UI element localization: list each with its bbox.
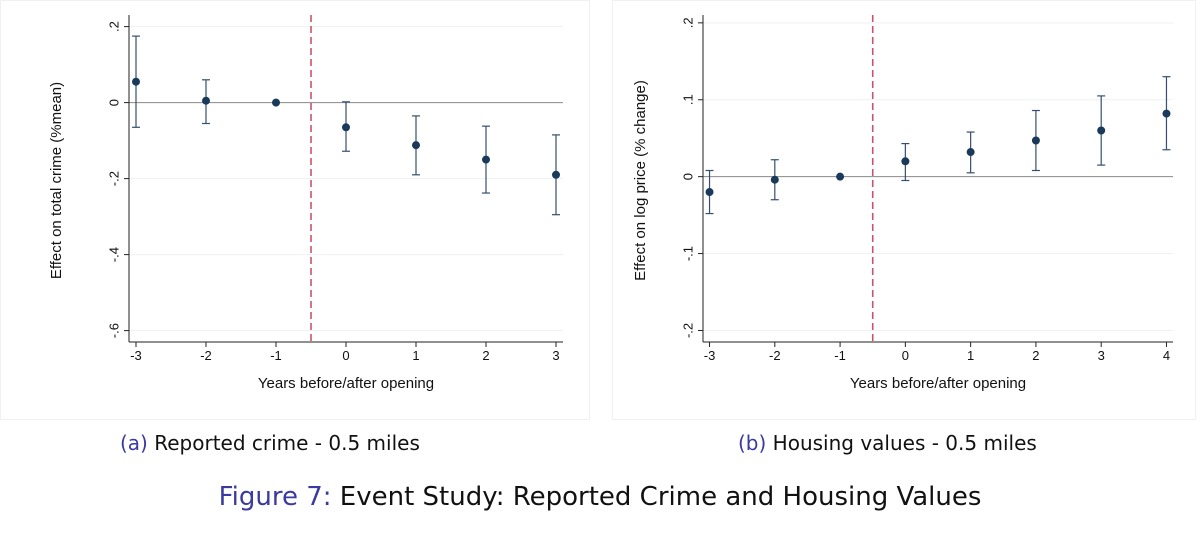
chart-b-point (901, 157, 910, 166)
chart-b-point (836, 172, 845, 181)
chart-a-x-tick-label: 1 (412, 348, 419, 363)
chart-b-point (770, 175, 779, 184)
chart-b-y-tick-label: 0 (680, 173, 695, 180)
subcaption-b-text: Housing values - 0.5 miles (772, 431, 1037, 455)
chart-b-point (705, 188, 714, 197)
chart-a-x-tick-label: 2 (482, 348, 489, 363)
chart-a-plot: .2 0 -.2 -.4 -.6 -3 -2 -1 0 1 2 3 Years before/after… (48, 15, 563, 392)
chart-a-point (132, 77, 140, 86)
chart-b-point (966, 148, 975, 157)
chart-b-x-tick-label: 0 (902, 348, 909, 363)
chart-a-y-axis-title: Effect on total crime (%mean) (48, 82, 65, 279)
subcaption-a-tag: (a) (120, 431, 148, 455)
chart-a-point (482, 155, 490, 164)
subcaption-a-text: Reported crime - 0.5 miles (154, 431, 420, 455)
figure-caption-tag: Figure 7: (218, 482, 332, 512)
chart-a-point (552, 170, 560, 179)
chart-a-x-axis-title: Years before/after opening (258, 375, 434, 392)
chart-b-x-axis-title: Years before/after opening (850, 375, 1026, 392)
chart-a-x-tick-label: 3 (552, 348, 559, 363)
chart-b-x-tick-label: -3 (704, 348, 716, 363)
figure-caption-text: Event Study: Reported Crime and Housing … (339, 482, 982, 512)
chart-b-point (1031, 136, 1040, 145)
subcaption-a: (a) Reported crime - 0.5 miles (120, 431, 420, 455)
chart-a-y-tick-label: .2 (106, 21, 121, 32)
chart-a-y-tick-label: -.4 (106, 247, 121, 262)
chart-a-point (272, 98, 280, 107)
chart-b-y-tick-label: .2 (680, 17, 695, 28)
chart-b-point (1097, 126, 1106, 135)
chart-b-plot: .2 .1 0 -.1 -.2 -3 -2 -1 0 1 2 3 4 Years before/after… (632, 15, 1173, 392)
chart-b-y-tick-label: -.1 (680, 246, 695, 261)
chart-a-point (202, 96, 210, 105)
chart-a-y-tick-label: 0 (106, 99, 121, 106)
subcaption-b: (b) Housing values - 0.5 miles (738, 431, 1037, 455)
chart-b-x-tick-label: 1 (967, 348, 974, 363)
chart-panel-a: .2 0 -.2 -.4 -.6 -3 -2 -1 0 1 2 3 Years before/after… (0, 0, 590, 420)
chart-b-x-tick-label: -1 (834, 348, 846, 363)
chart-a-x-tick-label: 0 (342, 348, 349, 363)
chart-a-x-tick-label: -1 (270, 348, 282, 363)
chart-b-point (1162, 109, 1171, 118)
chart-a-x-tick-label: -3 (130, 348, 142, 363)
chart-b-x-tick-label: -2 (769, 348, 781, 363)
chart-a-point (342, 123, 350, 132)
chart-a-x-tick-label: -2 (200, 348, 212, 363)
chart-b-x-tick-label: 3 (1098, 348, 1105, 363)
figure-caption: Figure 7: Event Study: Reported Crime an… (0, 482, 1200, 512)
chart-a-y-tick-label: -.2 (106, 171, 121, 186)
chart-a-y-tick-label: -.6 (106, 323, 121, 338)
chart-panel-b: .2 .1 0 -.1 -.2 -3 -2 -1 0 1 2 3 4 Years before/after… (612, 0, 1196, 420)
chart-b-x-tick-label: 4 (1163, 348, 1170, 363)
chart-b-y-tick-label: .1 (680, 94, 695, 105)
chart-b-x-tick-label: 2 (1032, 348, 1039, 363)
subcaption-b-tag: (b) (738, 431, 767, 455)
chart-b-y-axis-title: Effect on log price (% change) (632, 80, 649, 281)
chart-a-point (412, 141, 420, 150)
chart-b-y-tick-label: -.2 (680, 323, 695, 338)
